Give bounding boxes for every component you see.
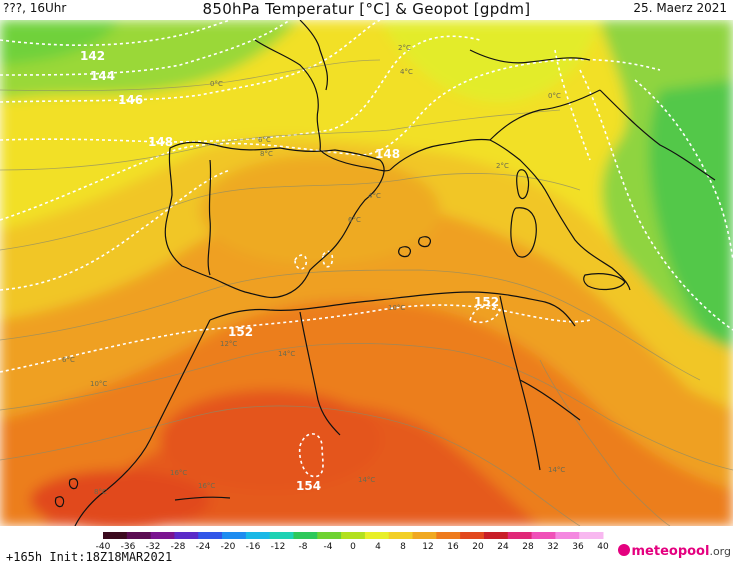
color-scale-tick-label: 20 (472, 542, 484, 552)
temperature-map: 142 144 146 148 148 152 152 154 0°C 2°C … (0, 20, 733, 526)
isohypse-label: 148 (148, 135, 173, 149)
isohypse-label: 144 (90, 69, 115, 83)
color-scale-tick-label: 32 (547, 542, 558, 552)
isotherm-label: 6°C (258, 136, 271, 144)
run-info: +165h Init:18Z18MAR2021 (6, 550, 173, 564)
isotherm-label: 6°C (62, 356, 75, 364)
color-scale-tick-label: 0 (350, 542, 356, 552)
color-scale-cell (436, 532, 461, 539)
isohypse-label: 152 (474, 295, 499, 309)
color-scale-tick-label: 24 (497, 542, 509, 552)
color-scale-tick-label: -20 (221, 542, 236, 552)
isotherm-contours (0, 59, 733, 526)
map-title: 850hPa Temperatur [°C] & Geopot [gpdm] (202, 0, 531, 18)
temperature-field (0, 20, 733, 526)
color-scale-tick-label: -4 (324, 542, 333, 552)
color-scale-tick-label: 40 (597, 542, 609, 552)
color-scale-tick-label: -8 (299, 542, 308, 552)
color-scale-cells (103, 532, 604, 539)
color-scale-cell (364, 532, 390, 539)
isotherm-label: 2°C (496, 162, 509, 170)
color-scale-ticks: -40 -36 -32 -28 -24 -20 -16 -12 -8 -4 0 4 8 12 16 20 24 2… (96, 542, 609, 552)
color-scale-cell (198, 532, 223, 539)
color-scale-cell (412, 532, 437, 539)
valid-date: 25. Maerz 2021 (633, 1, 727, 15)
color-scale-cell (150, 532, 175, 539)
logo-dot-icon (617, 544, 630, 556)
color-scale-cell (555, 532, 580, 539)
color-scale-cell (103, 532, 128, 539)
color-scale-cell (269, 532, 294, 539)
logo-tld: .org (709, 545, 731, 558)
color-scale-cell (579, 532, 604, 539)
meteopool-logo[interactable]: meteopool.org (617, 544, 731, 559)
color-scale-cell (293, 532, 318, 539)
color-scale-tick-label: -12 (271, 542, 286, 552)
isohypse-label: 146 (118, 93, 143, 107)
color-scale-tick-label: 8 (400, 542, 406, 552)
color-scale-tick-label: 36 (572, 542, 584, 552)
color-scale-cell (531, 532, 556, 539)
isotherm-label: 4°C (368, 192, 381, 200)
isotherm-label: 12°C (220, 340, 237, 348)
isohypse-labels: 142 144 146 148 148 152 152 154 (80, 49, 499, 493)
color-scale-tick-label: 4 (375, 542, 381, 552)
color-scale-tick-label: -28 (171, 542, 186, 552)
isohypse-label: 154 (296, 479, 321, 493)
footer-bar: -40 -36 -32 -28 -24 -20 -16 -12 -8 -4 0 4 8 12 16 20 24 2… (0, 526, 733, 566)
isotherm-label: 6°C (348, 216, 361, 224)
color-scale: -40 -36 -32 -28 -24 -20 -16 -12 -8 -4 0 4 8 12 16 20 24 2… (96, 532, 609, 552)
isotherm-label: 14°C (278, 350, 295, 358)
color-scale-tick-label: -16 (246, 542, 261, 552)
header-bar: ???, 16Uhr 850hPa Temperatur [°C] & Geop… (0, 0, 733, 20)
isotherm-label: 14°C (548, 466, 565, 474)
color-scale-cell (507, 532, 533, 539)
isohypse-label: 142 (80, 49, 105, 63)
isotherm-label: 8°C (260, 150, 273, 158)
isotherm-label: 8°C (94, 488, 107, 496)
isotherm-label: 0°C (548, 92, 561, 100)
color-scale-cell (460, 532, 485, 539)
color-scale-tick-label: 16 (447, 542, 459, 552)
logo-text: meteopool (631, 544, 710, 559)
location-time-label: ???, 16Uhr (3, 1, 67, 15)
color-scale-tick-label: -32 (146, 542, 161, 552)
isotherm-label: 4°C (400, 68, 413, 76)
isotherm-label: 10°C (388, 304, 405, 312)
isotherm-labels: 0°C 2°C 4°C 6°C 8°C 0°C 2°C 4°C 6°C 10°C… (62, 44, 565, 496)
isohypse-label: 152 (228, 325, 253, 339)
isotherm-label: 14°C (358, 476, 375, 484)
color-scale-tick-label: -24 (196, 542, 211, 552)
color-scale-cell (245, 532, 271, 539)
color-scale-tick-label: -36 (121, 542, 136, 552)
geopotential-contours (0, 20, 733, 478)
isotherm-label: 10°C (90, 380, 107, 388)
color-scale-cell (222, 532, 247, 539)
isotherm-label: 16°C (198, 482, 215, 490)
isotherm-label: 2°C (398, 44, 411, 52)
color-scale-cell (317, 532, 342, 539)
color-scale-cell (388, 532, 414, 539)
color-scale-tick-label: -40 (96, 542, 111, 552)
color-scale-cell (483, 532, 509, 539)
color-scale-cell (341, 532, 366, 539)
color-scale-tick-label: 28 (522, 542, 534, 552)
isotherm-label: 16°C (170, 469, 187, 477)
isotherm-label: 0°C (210, 80, 223, 88)
color-scale-cell (174, 532, 199, 539)
coastlines (54, 20, 716, 526)
isohypse-label: 148 (375, 147, 400, 161)
color-scale-tick-label: 12 (422, 542, 433, 552)
color-scale-cell (126, 532, 152, 539)
